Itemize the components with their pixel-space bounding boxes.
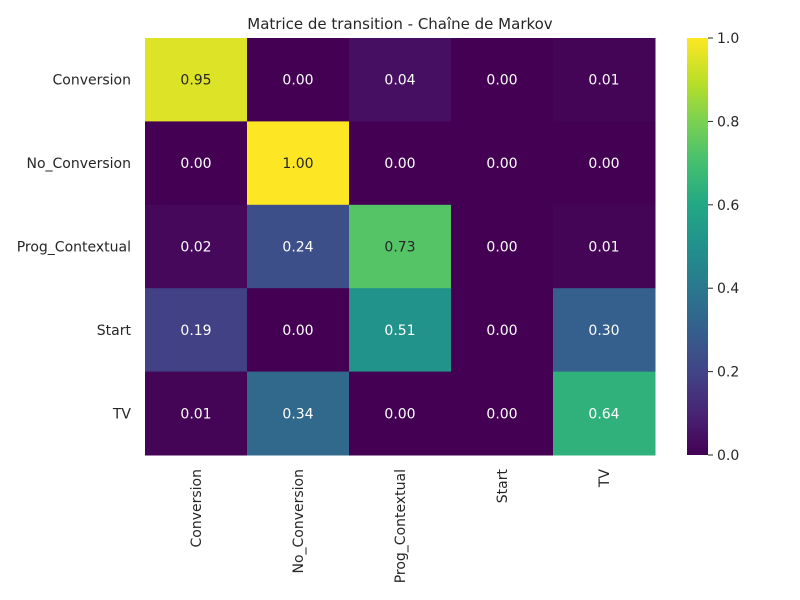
cell-value-label: 0.95	[180, 73, 211, 89]
x-tick-label: Prog_Contextual	[393, 469, 409, 583]
cell-value-label: 0.01	[588, 240, 619, 256]
heatmap-cell-Prog_Contextual-Start	[451, 204, 554, 289]
cell-value-label: 0.00	[486, 406, 517, 422]
y-tick-label: Conversion	[53, 73, 132, 89]
heatmap-cell-Conversion-Start	[451, 38, 554, 122]
cell-value-label: 0.00	[486, 240, 517, 256]
heatmap-cell-No_Conversion-Prog_Contextual	[349, 121, 452, 206]
cell-value-label: 0.01	[588, 73, 619, 89]
heatmap-cell-No_Conversion-Start	[451, 121, 554, 206]
heatmap-cell-TV-Start	[451, 371, 554, 456]
cell-value-label: 0.00	[486, 73, 517, 89]
cell-value-label: 0.73	[384, 240, 415, 256]
colorbar-tick-label: 0.6	[717, 198, 739, 214]
cell-value-label: 0.02	[180, 240, 211, 256]
colorbar-tick-label: 1.0	[717, 31, 739, 47]
cell-value-label: 0.00	[486, 156, 517, 172]
cell-value-label: 0.34	[282, 406, 313, 422]
colorbar: 0.0 0.2 0.4 0.6 0.8 1.0	[687, 31, 739, 464]
colorbar-tick-label: 0.4	[717, 281, 739, 297]
colorbar-tick-label: 0.0	[717, 448, 739, 464]
x-tick-label: Conversion	[189, 469, 205, 548]
heatmap-cell-Prog_Contextual-Prog_Contextual	[349, 204, 452, 289]
heatmap-cell-Prog_Contextual-TV	[553, 204, 656, 289]
cell-annotations: 0.95 0.00 0.04 0.00 0.01 0.00 1.00 0.00 0.00 0.00…	[180, 73, 619, 423]
cell-value-label: 0.01	[180, 406, 211, 422]
heatmap-cell-No_Conversion-TV	[553, 121, 656, 206]
y-tick-label: Start	[97, 323, 132, 339]
colorbar-gradient	[687, 38, 708, 455]
cell-value-label: 0.00	[282, 73, 313, 89]
heatmap-cell-Start-No_Conversion	[247, 288, 350, 373]
heatmap-cell-No_Conversion-Conversion	[145, 121, 248, 206]
heatmap-cell-Prog_Contextual-No_Conversion	[247, 204, 350, 289]
x-tick-label: TV	[597, 469, 613, 489]
cell-value-label: 0.00	[180, 156, 211, 172]
heatmap-cell-Conversion-Conversion	[145, 38, 248, 122]
colorbar-ticks: 0.0 0.2 0.4 0.6 0.8 1.0	[708, 31, 739, 464]
cell-value-label: 0.04	[384, 73, 415, 89]
heatmap-cell-Start-Prog_Contextual	[349, 288, 452, 373]
y-tick-labels: Conversion No_Conversion Prog_Contextual St…	[17, 73, 132, 423]
cell-value-label: 0.00	[588, 156, 619, 172]
y-tick-label: Prog_Contextual	[17, 240, 131, 256]
cell-value-label: 0.00	[384, 156, 415, 172]
cell-value-label: 0.00	[282, 323, 313, 339]
cell-value-label: 0.30	[588, 323, 619, 339]
y-tick-label: No_Conversion	[26, 156, 131, 172]
cell-value-label: 1.00	[282, 156, 313, 172]
colorbar-tick-label: 0.2	[717, 365, 739, 381]
y-tick-label: TV	[112, 406, 132, 422]
heatmap-cell-Conversion-TV	[553, 38, 656, 122]
x-tick-label: Start	[495, 468, 511, 503]
heatmap-cell-Start-TV	[553, 288, 656, 373]
cell-value-label: 0.19	[180, 323, 211, 339]
cell-value-label: 0.00	[384, 406, 415, 422]
heatmap-cell-Conversion-Prog_Contextual	[349, 38, 452, 122]
x-tick-label: No_Conversion	[291, 469, 307, 574]
cell-value-label: 0.24	[282, 240, 313, 256]
heatmap-cell-Conversion-No_Conversion	[247, 38, 350, 122]
heatmap-cell-TV-Prog_Contextual	[349, 371, 452, 456]
x-tick-labels: Conversion No_Conversion Prog_Contextual St…	[189, 468, 613, 583]
chart-title: Matrice de transition - Chaîne de Markov	[247, 15, 553, 33]
colorbar-tick-label: 0.8	[717, 114, 739, 130]
heatmap-cell-Start-Start	[451, 288, 554, 373]
heatmap-cell-TV-No_Conversion	[247, 371, 350, 456]
heatmap-cell-Prog_Contextual-Conversion	[145, 204, 248, 289]
heatmap-cell-TV-Conversion	[145, 371, 248, 456]
heatmap-cells	[145, 38, 656, 456]
heatmap-cell-Start-Conversion	[145, 288, 248, 373]
cell-value-label: 0.64	[588, 406, 619, 422]
cell-value-label: 0.51	[384, 323, 415, 339]
heatmap-cell-TV-TV	[553, 371, 656, 456]
cell-value-label: 0.00	[486, 323, 517, 339]
heatmap-cell-No_Conversion-No_Conversion	[247, 121, 350, 206]
